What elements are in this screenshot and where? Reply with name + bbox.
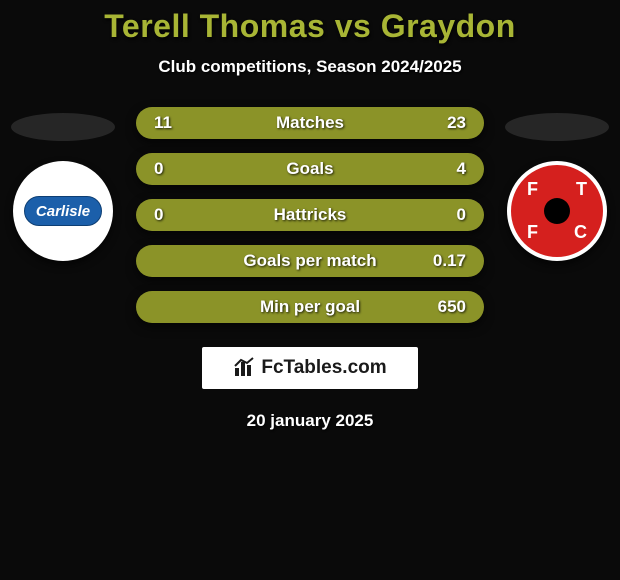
player-shadow-right [505, 113, 609, 141]
stat-left-value: 11 [154, 113, 194, 133]
page-title: Terell Thomas vs Graydon [0, 8, 620, 45]
comparison-card: Terell Thomas vs Graydon Club competitio… [0, 0, 620, 431]
ftfc-letter: F [527, 222, 538, 243]
stat-right-value: 23 [426, 113, 466, 133]
date: 20 january 2025 [0, 411, 620, 431]
player-shadow-left [11, 113, 115, 141]
stat-left-value: 0 [154, 205, 194, 225]
stat-label: Goals [286, 159, 333, 179]
left-player-col: Carlisle [8, 107, 118, 261]
stat-label: Hattricks [274, 205, 347, 225]
stat-bar-hattricks: 0 Hattricks 0 [136, 199, 484, 231]
right-player-col: F T F C [502, 107, 612, 261]
stat-label: Goals per match [243, 251, 376, 271]
stat-right-value: 0.17 [426, 251, 466, 271]
stat-bar-goals: 0 Goals 4 [136, 153, 484, 185]
stat-bar-matches: 11 Matches 23 [136, 107, 484, 139]
ftfc-letter: C [574, 222, 587, 243]
ftfc-letter: F [527, 179, 538, 200]
club-badge-right: F T F C [507, 161, 607, 261]
subtitle: Club competitions, Season 2024/2025 [0, 57, 620, 77]
stat-label: Matches [276, 113, 344, 133]
stat-bar-mpg: Min per goal 650 [136, 291, 484, 323]
stat-left-value: 0 [154, 159, 194, 179]
stat-label: Min per goal [260, 297, 360, 317]
fctables-text: FcTables.com [261, 357, 386, 379]
stat-bar-gpm: Goals per match 0.17 [136, 245, 484, 277]
stats-column: 11 Matches 23 0 Goals 4 0 Hattricks 0 Go… [136, 107, 484, 323]
bar-chart-icon [233, 356, 257, 381]
fctables-logo: FcTables.com [202, 347, 418, 389]
stat-right-value: 650 [426, 297, 466, 317]
carlisle-pill: Carlisle [24, 196, 102, 226]
ftfc-letter: T [576, 179, 587, 200]
ftfc-ball-icon [544, 198, 570, 224]
stat-right-value: 0 [426, 205, 466, 225]
body-row: Carlisle 11 Matches 23 0 Goals 4 0 Hattr… [0, 107, 620, 323]
club-badge-left: Carlisle [13, 161, 113, 261]
stat-right-value: 4 [426, 159, 466, 179]
